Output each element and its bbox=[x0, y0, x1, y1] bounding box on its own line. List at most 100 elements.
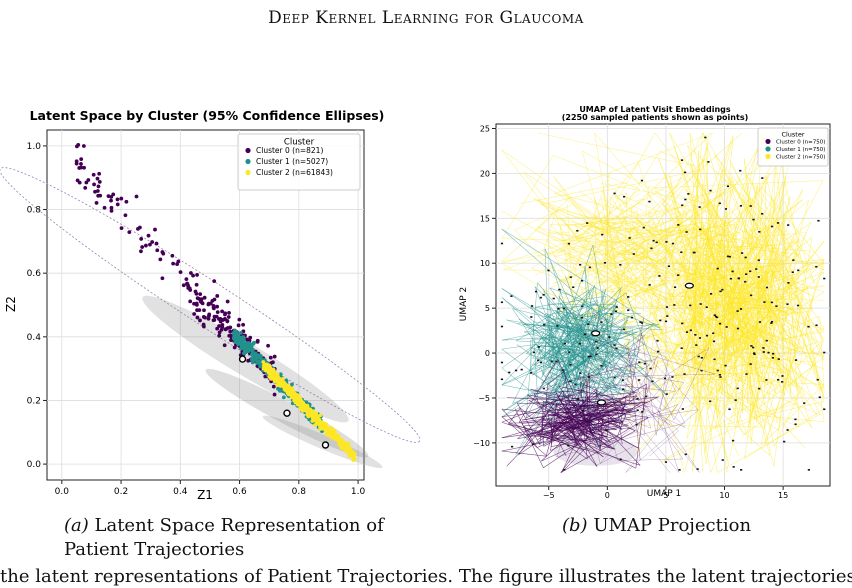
data-point bbox=[136, 226, 140, 231]
data-point bbox=[641, 410, 644, 413]
trajectory-line bbox=[591, 327, 684, 460]
data-point bbox=[195, 308, 199, 313]
data-point bbox=[500, 378, 504, 381]
data-point bbox=[520, 368, 523, 371]
centroid-marker bbox=[684, 282, 694, 289]
trajectory-line bbox=[564, 382, 642, 414]
trajectory-line bbox=[621, 384, 631, 387]
trajectory-line bbox=[563, 331, 581, 354]
trajectory-line bbox=[746, 326, 777, 394]
data-point bbox=[250, 360, 255, 365]
data-point bbox=[651, 380, 654, 383]
data-point bbox=[562, 307, 565, 310]
data-point bbox=[683, 171, 687, 174]
trajectory-line bbox=[768, 337, 772, 351]
data-point bbox=[725, 326, 728, 328]
data-point bbox=[630, 316, 634, 319]
data-point bbox=[220, 309, 225, 314]
data-point bbox=[698, 206, 701, 208]
trajectory-line bbox=[781, 260, 785, 358]
trajectory-line bbox=[545, 391, 585, 405]
trajectory-line bbox=[778, 238, 800, 361]
data-point bbox=[146, 233, 151, 238]
trajectory-line bbox=[541, 403, 602, 462]
data-point bbox=[757, 259, 760, 262]
trajectory-line bbox=[562, 390, 578, 445]
data-point bbox=[763, 301, 766, 303]
trajectory-line bbox=[595, 339, 716, 375]
trajectory-line bbox=[650, 323, 778, 424]
data-point bbox=[714, 315, 718, 318]
data-point bbox=[650, 247, 653, 250]
data-point bbox=[749, 363, 752, 365]
trajectory-line bbox=[661, 392, 675, 421]
trajectory-line bbox=[529, 331, 573, 372]
data-point bbox=[206, 316, 211, 321]
data-point bbox=[777, 358, 780, 360]
trajectory-line bbox=[667, 376, 699, 410]
data-point bbox=[191, 273, 195, 278]
y-tick-label: 0.4 bbox=[27, 333, 42, 343]
data-point bbox=[622, 388, 625, 390]
legend-entry: Cluster 0 (n=750) bbox=[776, 139, 825, 145]
data-point bbox=[321, 426, 326, 431]
data-point bbox=[705, 334, 709, 337]
trajectory-line bbox=[545, 359, 656, 388]
data-point bbox=[212, 279, 217, 284]
trajectory-line bbox=[695, 318, 754, 410]
trajectory-line bbox=[605, 158, 705, 256]
trajectory-line bbox=[520, 182, 627, 204]
data-point bbox=[314, 415, 319, 420]
data-point bbox=[678, 469, 681, 471]
data-point bbox=[255, 361, 259, 366]
trajectory-line bbox=[540, 204, 599, 225]
data-point bbox=[745, 373, 748, 375]
trajectory-line bbox=[502, 325, 569, 341]
data-point bbox=[589, 355, 592, 358]
trajectory-line bbox=[671, 269, 729, 357]
trajectory-line bbox=[614, 349, 641, 388]
data-point bbox=[102, 205, 107, 210]
trajectory-line bbox=[569, 430, 604, 458]
data-point bbox=[500, 325, 504, 328]
data-point bbox=[724, 208, 728, 210]
data-point bbox=[772, 352, 775, 355]
data-point bbox=[716, 316, 719, 319]
data-point bbox=[581, 305, 584, 308]
trajectory-line bbox=[592, 409, 625, 411]
data-point bbox=[294, 392, 299, 397]
data-point bbox=[195, 315, 200, 320]
legend-title: Cluster bbox=[781, 131, 804, 139]
trajectory-line bbox=[576, 316, 629, 414]
trajectory-line bbox=[533, 198, 669, 274]
data-point bbox=[265, 367, 270, 372]
trajectory-line bbox=[547, 370, 565, 385]
trajectory-line bbox=[650, 349, 685, 473]
y-axis-label: Z2 bbox=[4, 296, 18, 312]
trajectory-line bbox=[576, 313, 584, 378]
trajectory-line bbox=[607, 404, 633, 414]
data-point bbox=[198, 292, 203, 297]
trajectory-line bbox=[558, 352, 571, 379]
trajectory-line bbox=[618, 409, 699, 423]
data-point bbox=[699, 228, 702, 231]
trajectory-line bbox=[530, 388, 583, 407]
data-point bbox=[246, 358, 251, 363]
data-point bbox=[215, 326, 220, 331]
trajectory-line bbox=[719, 262, 816, 365]
data-point bbox=[697, 355, 700, 358]
data-point bbox=[659, 319, 662, 322]
caption-text: UMAP Projection bbox=[593, 515, 752, 536]
trajectory-line bbox=[657, 287, 809, 396]
trajectory-line bbox=[728, 271, 745, 365]
data-point bbox=[689, 304, 692, 307]
trajectory-line bbox=[596, 404, 678, 436]
data-point bbox=[684, 198, 687, 201]
trajectory-line bbox=[761, 384, 825, 446]
data-point bbox=[587, 323, 590, 326]
trajectory-line bbox=[716, 319, 777, 418]
legend-marker bbox=[765, 146, 771, 152]
trajectory-line bbox=[627, 132, 656, 182]
data-point bbox=[749, 294, 753, 297]
y-tick-label: 0 bbox=[485, 349, 490, 358]
